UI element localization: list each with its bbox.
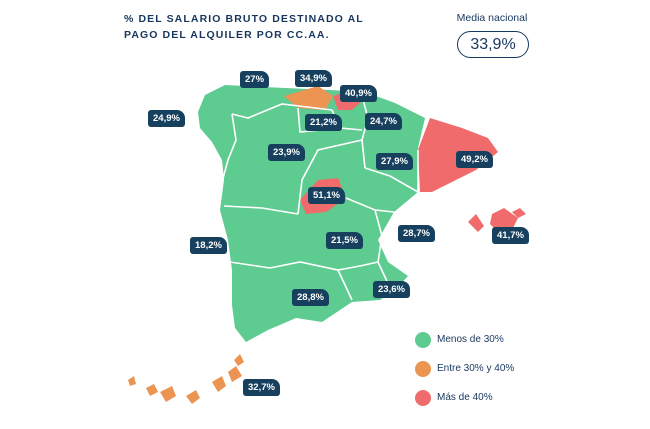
- legend-dot-red: [415, 390, 431, 406]
- label-castilla-leon: 23,9%: [268, 144, 305, 161]
- legend-dot-orange: [415, 361, 431, 377]
- label-pais-vasco: 40,9%: [340, 85, 377, 102]
- label-navarra: 24,7%: [365, 113, 402, 130]
- legend-label-high: Más de 40%: [437, 392, 493, 403]
- mainland-spain: [198, 85, 425, 342]
- region-canarias: [128, 354, 244, 404]
- label-castilla-la-mancha: 21,5%: [326, 232, 363, 249]
- region-cantabria: [284, 86, 333, 110]
- label-cataluna: 49,2%: [456, 151, 493, 168]
- label-la-rioja: 21,2%: [305, 114, 342, 131]
- label-canarias: 32,7%: [243, 379, 280, 396]
- label-madrid: 51,1%: [308, 187, 345, 204]
- label-galicia: 24,9%: [148, 110, 185, 127]
- legend-dot-green: [415, 332, 431, 348]
- label-asturias: 27%: [240, 71, 270, 88]
- legend-label-low: Menos de 30%: [437, 334, 504, 345]
- legend-label-mid: Entre 30% y 40%: [437, 363, 515, 374]
- map-title: % DEL SALARIO BRUTO DESTINADO AL PAGO DE…: [124, 13, 364, 41]
- region-baleares: [468, 208, 526, 232]
- label-valencia: 28,7%: [398, 225, 435, 242]
- label-baleares: 41,7%: [492, 227, 529, 244]
- label-murcia: 23,6%: [373, 281, 410, 298]
- national-average-label: Media nacional: [456, 12, 528, 24]
- label-extremadura: 18,2%: [190, 237, 227, 254]
- label-andalucia: 28,8%: [292, 289, 329, 306]
- label-cantabria: 34,9%: [295, 70, 332, 87]
- label-aragon: 27,9%: [376, 153, 413, 170]
- national-average-value: 33,9%: [457, 31, 529, 58]
